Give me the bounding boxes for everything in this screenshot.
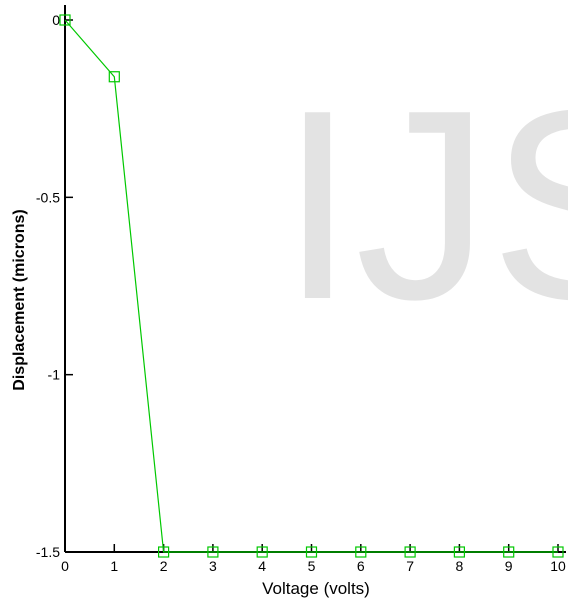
marker	[59, 14, 71, 26]
y-tick-label: -1.5	[36, 544, 60, 560]
x-tick-label: 5	[308, 558, 316, 574]
x-tick-label: 3	[209, 558, 217, 574]
marker	[453, 546, 465, 558]
y-tick-label: 0	[52, 12, 60, 28]
marker	[256, 546, 268, 558]
marker	[305, 546, 318, 558]
x-tick-label: 7	[406, 558, 414, 574]
marker	[158, 546, 170, 558]
x-tick-label: 9	[505, 558, 513, 574]
series-line	[64, 19, 558, 553]
marker	[503, 546, 515, 558]
x-tick-label: 1	[110, 558, 118, 574]
marker	[552, 546, 564, 558]
x-tick-label: 8	[456, 558, 464, 574]
marker	[207, 546, 219, 558]
watermark: IJS	[280, 55, 568, 356]
marker	[108, 71, 120, 83]
marker	[404, 546, 416, 558]
y-tick-label: -0.5	[36, 189, 60, 205]
y-tick-label: -1	[48, 367, 61, 383]
marker	[355, 546, 367, 558]
x-axis-label: Voltage (volts)	[262, 579, 370, 598]
x-tick-label: 6	[357, 558, 365, 574]
y-axis-label: Displacement (microns)	[11, 209, 28, 390]
x-tick-label: 4	[258, 558, 266, 574]
x-tick-label: 2	[160, 558, 168, 574]
x-tick-label: 0	[61, 558, 69, 574]
x-tick-label: 10	[550, 558, 566, 574]
